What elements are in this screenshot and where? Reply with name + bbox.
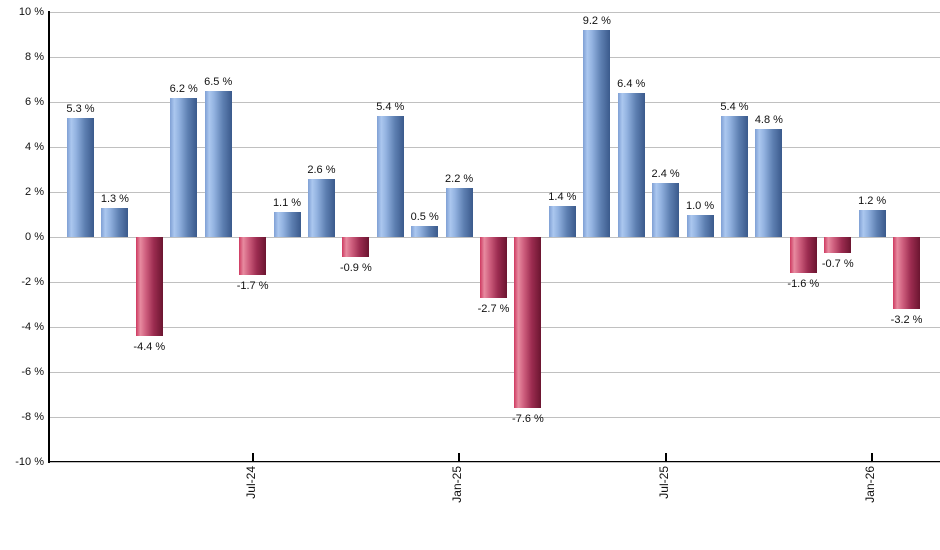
bar-value-label: -2.7 %: [477, 302, 510, 315]
bar-positive: [273, 212, 301, 237]
gridline: [50, 461, 940, 463]
bar-value-label: 6.5 %: [204, 75, 233, 88]
x-axis-tick-label: Jul-25: [656, 466, 671, 499]
gridline: [50, 326, 940, 328]
bar-positive: [204, 90, 232, 237]
bar-negative: [342, 237, 370, 258]
bar-negative: [480, 237, 508, 298]
x-axis-tick: [871, 453, 874, 462]
bar-positive: [652, 183, 680, 237]
y-axis-tick-label: -6 %: [21, 366, 44, 378]
bar-value-label: 1.4 %: [548, 190, 577, 203]
bar-negative: [514, 237, 542, 408]
bar-value-label: 6.4 %: [617, 78, 646, 90]
bar-positive: [858, 210, 886, 237]
bar-value-label: 0.5 %: [410, 210, 439, 223]
bar-value-label: 9.2 %: [582, 15, 611, 27]
y-axis-tick-label: -4 %: [21, 321, 44, 333]
bar-value-label: 1.1 %: [272, 197, 302, 210]
bar-value-label: 2.4 %: [651, 168, 680, 180]
bar-positive: [67, 117, 94, 237]
bar-value-label: 1.2 %: [858, 195, 887, 207]
bar-negative: [135, 237, 163, 336]
gridline: [50, 371, 940, 373]
bar-positive: [548, 205, 576, 237]
bar-value-label: -3.2 %: [890, 314, 923, 326]
y-axis-line: [48, 11, 50, 463]
bar-negative: [893, 237, 921, 309]
bar-value-label: -4.4 %: [133, 341, 166, 353]
bar-positive: [445, 187, 473, 237]
bar-positive: [755, 129, 783, 237]
bar-value-label: 6.2 %: [169, 82, 198, 95]
x-axis-tick-label: Jan-25: [450, 466, 465, 503]
bar-value-label: 5.4 %: [376, 100, 405, 113]
bar-positive: [686, 214, 714, 237]
bar-positive: [411, 225, 439, 237]
bar-value-label: -0.7 %: [821, 257, 854, 270]
gridline: [50, 146, 940, 148]
bar-positive: [617, 93, 645, 237]
bar-value-label: -7.6 %: [512, 413, 544, 425]
y-axis-tick-label: 2 %: [25, 186, 44, 198]
bar-negative: [239, 237, 267, 276]
bar-negative: [789, 237, 817, 273]
y-axis-tick-label: 8 %: [25, 51, 44, 63]
bar-value-label: 5.4 %: [720, 100, 749, 113]
x-axis-tick: [251, 453, 254, 462]
bar-positive: [101, 207, 129, 237]
gridline: [50, 191, 940, 193]
x-axis-tick-label: Jan-26: [863, 466, 878, 503]
bar-positive: [170, 97, 198, 237]
y-axis-tick-label: 10 %: [18, 6, 44, 18]
x-axis-tick-label: Jul-24: [243, 466, 258, 499]
gridline: [50, 101, 940, 103]
bar-value-label: 5.3 %: [66, 102, 95, 115]
x-axis-tick: [664, 453, 667, 462]
gridline: [50, 416, 940, 418]
bar-value-label: -1.7 %: [236, 280, 269, 293]
x-axis-tick: [458, 453, 461, 462]
y-axis-tick-label: -2 %: [21, 276, 44, 288]
y-axis-tick-label: 6 %: [25, 96, 44, 108]
gridline: [50, 11, 940, 13]
bar-value-label: -0.9 %: [339, 262, 372, 275]
bar-positive: [376, 115, 404, 237]
y-axis-tick-label: 4 %: [25, 141, 44, 153]
y-axis-tick-label: -10 %: [15, 456, 44, 468]
bar-positive: [720, 115, 748, 237]
gridline: [50, 56, 940, 58]
bar-positive: [307, 178, 335, 237]
bar-positive: [583, 30, 611, 237]
bar-value-label: 4.8 %: [754, 114, 783, 126]
bar-value-label: 2.2 %: [445, 172, 474, 185]
bar-negative: [824, 237, 852, 253]
y-axis-tick-label: 0 %: [25, 231, 44, 243]
bar-value-label: 1.0 %: [685, 199, 715, 212]
bar-value-label: 2.6 %: [307, 163, 336, 176]
bar-value-label: -1.6 %: [787, 278, 820, 290]
bar-value-label: 1.3 %: [100, 192, 129, 205]
y-axis-tick-label: -8 %: [21, 411, 44, 423]
